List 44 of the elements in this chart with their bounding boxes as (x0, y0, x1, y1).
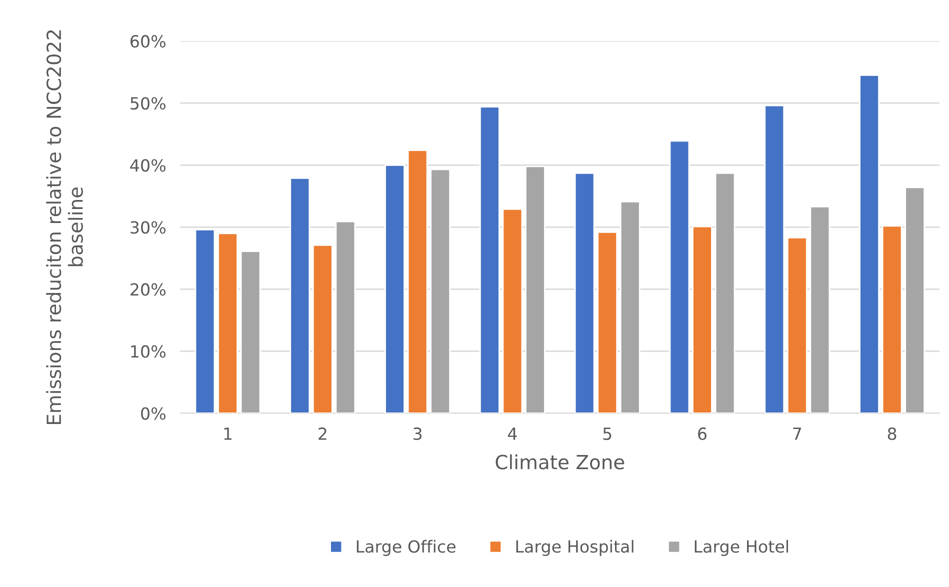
bar (669, 140, 690, 414)
y-tick-label: 20% (130, 283, 166, 296)
bar (218, 232, 238, 414)
bar (620, 201, 640, 414)
bar (859, 74, 880, 414)
bar (692, 226, 712, 414)
legend-label: Large Hospital (516, 540, 634, 556)
y-tick-label: 40% (130, 159, 166, 172)
bar (430, 168, 451, 414)
bar (810, 206, 830, 414)
x-tick-label: 2 (318, 427, 326, 440)
bar (240, 250, 261, 414)
x-tick-label: 1 (224, 428, 232, 440)
x-tick-label: 7 (793, 428, 802, 440)
bar (290, 177, 310, 414)
bar (904, 186, 926, 414)
x-tick-label: 4 (508, 428, 517, 440)
y-axis-title: Emissions reduciton relative to NCC2022 baseline (46, 30, 83, 424)
bar (714, 172, 736, 414)
bar (312, 244, 333, 414)
y-tick-label: 50% (130, 97, 166, 110)
y-tick-label: 0% (141, 407, 166, 420)
bar (597, 231, 618, 414)
bar (335, 220, 356, 414)
bar (407, 150, 428, 414)
bar (384, 164, 405, 414)
bar (502, 208, 523, 414)
x-tick-label: 5 (603, 428, 612, 440)
bar (764, 104, 785, 414)
bar (882, 225, 902, 414)
legend-label: Large Hotel (694, 540, 788, 556)
y-tick-label: 30% (130, 221, 166, 234)
legend-label: Large Office (356, 540, 456, 556)
x-tick-label: 3 (414, 427, 422, 440)
y-tick-label: 10% (131, 345, 166, 358)
y-tick-label: 60% (130, 35, 166, 48)
bar (786, 237, 808, 414)
x-tick-label: 6 (698, 427, 707, 440)
x-axis-title: Climate Zone (496, 454, 624, 470)
bar (194, 228, 216, 414)
bar (525, 166, 546, 414)
bar (574, 172, 595, 414)
x-tick-label: 8 (888, 427, 896, 440)
bar (480, 106, 500, 414)
